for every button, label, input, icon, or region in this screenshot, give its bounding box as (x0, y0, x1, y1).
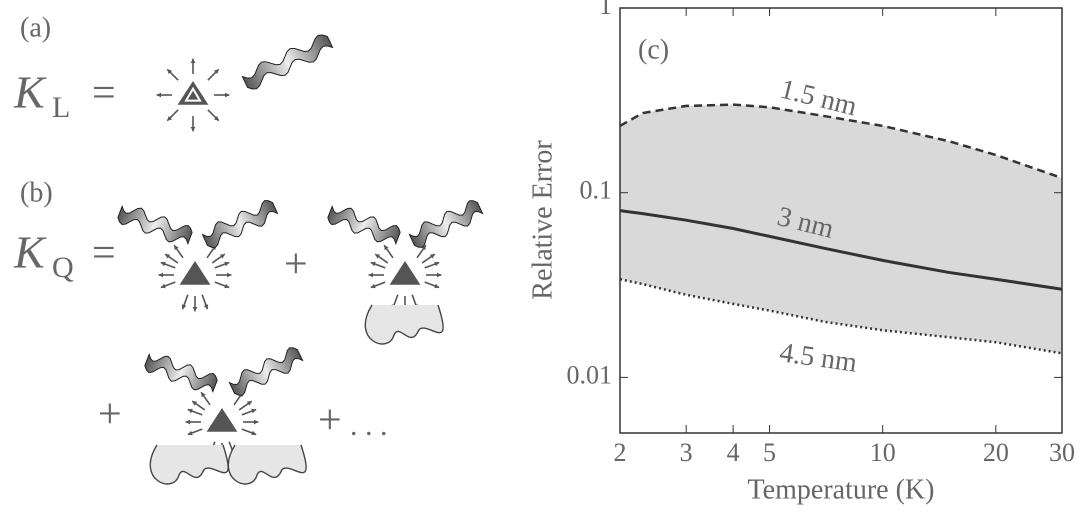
arrow-head (190, 127, 196, 132)
x-axis-title: Temperature (K) (748, 474, 935, 505)
photon-body (408, 200, 484, 248)
arrow-head (224, 283, 230, 289)
arrow-head (156, 92, 161, 98)
arrow-head (187, 430, 193, 436)
arrow-head (227, 272, 232, 278)
arrow-head (434, 283, 440, 289)
arrow-head (192, 401, 198, 406)
x-tick-label: 5 (763, 438, 776, 467)
arrow-head (167, 69, 173, 75)
photon-body (144, 352, 218, 394)
photon-body (228, 347, 304, 396)
symbol: K (13, 67, 47, 118)
arrow-head (192, 307, 198, 312)
vertex-triangle (389, 261, 421, 285)
loop (149, 444, 229, 485)
photon (144, 352, 218, 394)
equals: = (92, 71, 116, 117)
arrow-head (167, 115, 173, 121)
photon (408, 200, 484, 248)
series-line (619, 278, 1063, 355)
photon (201, 200, 279, 248)
arrow-head (174, 245, 179, 251)
arrow-head (219, 254, 225, 259)
x-tick-label: 30 (1049, 438, 1075, 467)
arrow-head (160, 283, 166, 289)
plus: + (284, 242, 308, 288)
series-line (619, 209, 1063, 291)
arrow-head (368, 272, 373, 278)
arrow-head (160, 261, 166, 267)
series-label: 4.5 nm (778, 337, 860, 379)
arrow-head (165, 254, 171, 259)
x-tick-label: 20 (983, 438, 1009, 467)
x-tick-label: 3 (680, 438, 693, 467)
photon-body (117, 204, 193, 246)
photon (228, 347, 304, 396)
x-tick-label: 10 (870, 438, 896, 467)
y-tick-label: 0.1 (580, 176, 613, 205)
y-tick-label: 1 (599, 0, 612, 20)
arrow-head (375, 254, 381, 259)
arrow-head (254, 419, 259, 425)
vertex-inner (184, 86, 202, 102)
plus: + (98, 392, 122, 438)
loop (364, 304, 444, 345)
arrow-head (429, 254, 435, 259)
x-tick-label: 4 (727, 438, 740, 467)
photon-body (201, 200, 279, 248)
vertex-triangle (179, 261, 211, 285)
arrow-head (437, 272, 442, 278)
photon (117, 204, 193, 246)
ellipsis: . . . (350, 409, 388, 442)
photon (241, 34, 334, 90)
panel-label: (b) (20, 177, 53, 208)
photon (327, 204, 401, 246)
plus: + (318, 398, 342, 444)
arrow-head (201, 392, 206, 398)
error-band (620, 104, 1062, 354)
panel-label: (c) (638, 34, 669, 65)
equals: = (92, 231, 116, 277)
y-tick-label: 0.01 (567, 360, 613, 389)
arrow-head (251, 430, 257, 436)
x-tick-label: 2 (614, 438, 627, 467)
arrow-head (190, 58, 196, 63)
loop (227, 444, 307, 485)
photon-body (327, 204, 401, 246)
arrow-head (224, 261, 230, 267)
subscript: Q (52, 251, 74, 284)
arrow-head (434, 261, 440, 267)
arrow-head (421, 245, 426, 251)
arrow-head (213, 115, 219, 121)
arrow-head (225, 92, 230, 98)
subscript: L (52, 91, 70, 124)
arrow-head (384, 245, 389, 251)
y-axis-title: Relative Error (527, 140, 558, 300)
arrow-head (181, 304, 187, 310)
arrow-head (370, 261, 376, 267)
arrow-head (370, 283, 376, 289)
plot-frame (619, 7, 1063, 434)
arrow-head (251, 408, 257, 414)
arrow-head (185, 419, 190, 425)
panel-label: (a) (20, 12, 51, 43)
arrow-head (158, 272, 163, 278)
vertex-triangle (177, 81, 209, 105)
arrow-head (213, 69, 219, 75)
arrow-head (203, 304, 209, 310)
photon-body (241, 34, 334, 90)
symbol: K (13, 227, 47, 278)
arrow-head (246, 401, 252, 406)
vertex-triangle (206, 408, 238, 432)
arrow-head (187, 408, 193, 414)
